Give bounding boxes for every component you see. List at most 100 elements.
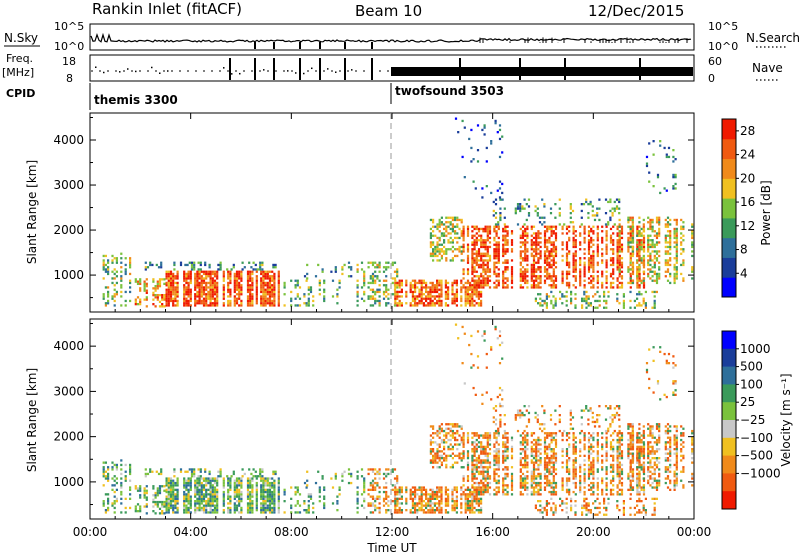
power-cell xyxy=(323,291,325,293)
velocity-cell xyxy=(250,473,252,475)
power-cell xyxy=(521,205,523,207)
velocity-cell xyxy=(473,511,475,513)
power-cell xyxy=(617,286,619,288)
power-cell xyxy=(607,291,609,293)
power-cell xyxy=(473,304,475,306)
power-cell xyxy=(249,304,251,306)
power-cell xyxy=(157,296,159,298)
velocity-cell xyxy=(223,480,225,482)
power-cell xyxy=(461,221,463,223)
power-cell xyxy=(177,291,179,293)
velocity-cell xyxy=(144,487,146,489)
power-cell xyxy=(295,284,297,286)
power-cell xyxy=(210,282,212,284)
power-cell xyxy=(458,248,460,250)
velocity-cell xyxy=(170,505,172,507)
velocity-cell xyxy=(441,423,443,425)
power-cell xyxy=(537,266,539,268)
power-cell xyxy=(482,268,484,270)
velocity-cell xyxy=(423,505,425,507)
power-cell xyxy=(584,280,586,282)
velocity-cell xyxy=(223,502,225,504)
velocity-cell xyxy=(357,502,359,504)
power-cell xyxy=(227,295,229,297)
velocity-cell xyxy=(465,493,467,495)
velocity-cell xyxy=(120,511,122,513)
power-cell xyxy=(174,298,176,300)
power-cell xyxy=(665,253,667,255)
power-cell xyxy=(551,264,553,266)
power-cell xyxy=(174,282,176,284)
power-cell xyxy=(203,280,205,282)
velocity-cell xyxy=(374,489,376,491)
nsearch-tick-bottom: 10^0 xyxy=(708,40,738,53)
velocity-cell xyxy=(103,500,105,502)
velocity-cell xyxy=(474,473,476,475)
power-cell xyxy=(603,307,605,309)
velocity-cell xyxy=(476,468,478,470)
power-cell xyxy=(173,268,175,270)
power-cell xyxy=(621,226,623,228)
velocity-cell xyxy=(278,502,280,504)
power-cell xyxy=(412,304,414,306)
power-cell xyxy=(526,282,528,284)
velocity-cell xyxy=(251,496,253,498)
power-cell xyxy=(201,275,203,277)
velocity-cell xyxy=(480,453,482,455)
power-cell xyxy=(535,271,537,273)
power-cell xyxy=(308,289,310,291)
power-cell xyxy=(487,248,489,250)
power-cell xyxy=(438,295,440,297)
power-cell xyxy=(259,264,261,266)
velocity-cell xyxy=(260,477,262,479)
power-cell xyxy=(236,302,238,304)
velocity-cell xyxy=(405,498,407,500)
velocity-cell xyxy=(430,459,432,461)
velocity-cell xyxy=(480,443,482,445)
freq-trace xyxy=(91,58,693,80)
power-cell xyxy=(656,241,658,243)
power-cell xyxy=(394,304,396,306)
velocity-cell xyxy=(203,505,205,507)
power-cell xyxy=(605,300,607,302)
power-cell xyxy=(194,280,196,282)
velocity-cell xyxy=(223,482,225,484)
velocity-cell xyxy=(436,450,438,452)
velocity-cell xyxy=(180,468,182,470)
velocity-cell xyxy=(370,502,372,504)
power-colorbar-tick-label: 24 xyxy=(740,148,755,162)
velocity-cell xyxy=(210,484,212,486)
velocity-cell xyxy=(467,466,469,468)
velocity-cell xyxy=(434,455,436,457)
power-cell xyxy=(540,237,542,239)
power-cell xyxy=(522,232,524,234)
power-cell xyxy=(372,262,374,264)
power-cell xyxy=(682,262,684,264)
power-cell xyxy=(535,277,537,279)
power-cell xyxy=(531,226,533,228)
power-cell xyxy=(168,284,170,286)
power-cell xyxy=(504,248,506,250)
power-cell xyxy=(601,275,603,277)
power-cell xyxy=(152,303,154,305)
power-cell xyxy=(207,273,209,275)
power-cell xyxy=(621,271,623,273)
velocity-cell xyxy=(394,468,396,470)
velocity-cell xyxy=(278,477,280,479)
velocity-cell xyxy=(269,500,271,502)
power-cell xyxy=(592,275,594,277)
power-cell xyxy=(555,237,557,239)
velocity-cell xyxy=(312,511,314,513)
power-cell xyxy=(441,217,443,219)
power-cell xyxy=(507,226,509,228)
power-cell xyxy=(575,280,577,282)
power-cell xyxy=(623,295,625,297)
velocity-cell xyxy=(120,493,122,495)
power-cell xyxy=(553,246,555,248)
velocity-cell xyxy=(273,498,275,500)
power-cell xyxy=(636,253,638,255)
velocity-cell xyxy=(188,500,190,502)
power-cell xyxy=(555,262,557,264)
velocity-cell xyxy=(199,496,201,498)
power-cell xyxy=(114,293,116,295)
